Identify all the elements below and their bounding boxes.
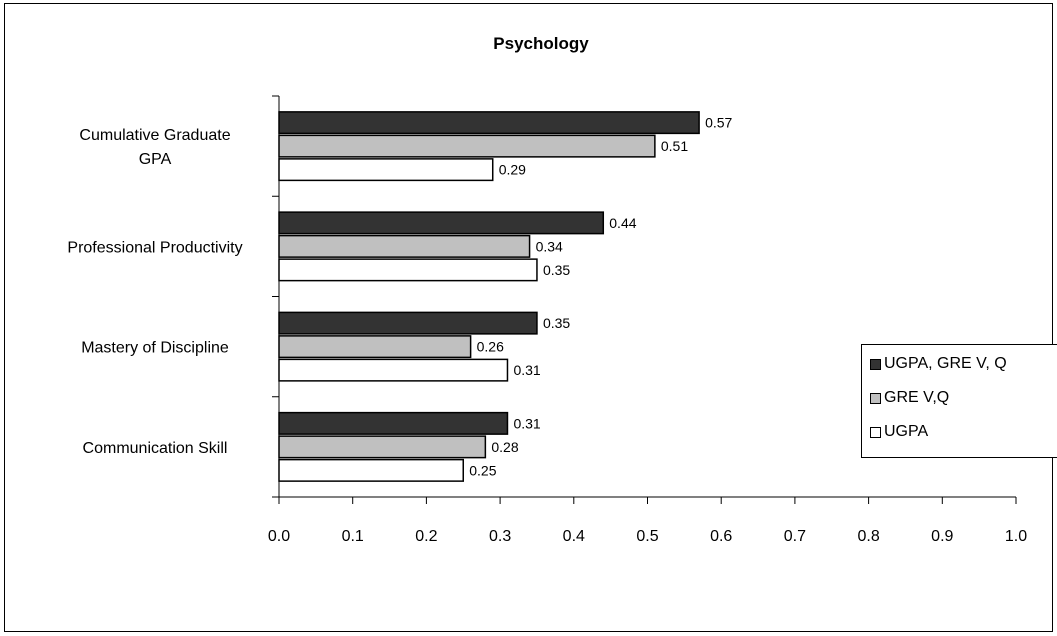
data-label: 0.57 <box>705 115 732 131</box>
bars <box>278 111 700 482</box>
legend-swatch <box>870 426 881 438</box>
data-label: 0.34 <box>536 238 563 254</box>
x-tick-label: 1.0 <box>1005 528 1027 545</box>
x-tick-label: 0.7 <box>784 528 806 545</box>
x-tick-label: 0.6 <box>710 528 732 545</box>
bar <box>278 211 605 235</box>
bar <box>278 411 509 435</box>
data-labels: 0.57 0.51 0.29 0.44 0.34 0.35 0.35 0.26 0.31 0.31… <box>469 115 732 479</box>
legend-label: GRE V,Q <box>884 389 950 406</box>
data-label: 0.44 <box>609 215 636 231</box>
x-tick-label: 0.2 <box>415 528 437 545</box>
bar <box>278 258 538 282</box>
bar <box>278 335 472 359</box>
data-label: 0.26 <box>477 339 504 355</box>
tick-labels: 0.0 0.1 0.2 0.3 0.4 0.5 0.6 0.7 0.8 0.9 1.0 <box>268 528 1027 545</box>
category-label: Professional Productivity <box>67 239 242 256</box>
data-label: 0.51 <box>661 138 688 154</box>
data-label: 0.28 <box>491 439 518 455</box>
data-label: 0.35 <box>543 262 570 278</box>
x-tick-label: 0.0 <box>268 528 290 545</box>
bar <box>278 458 464 482</box>
x-tick-label: 0.1 <box>342 528 364 545</box>
bar <box>278 358 509 382</box>
x-tick-label: 0.4 <box>563 528 585 545</box>
data-label: 0.25 <box>469 462 496 478</box>
x-tick-label: 0.3 <box>489 528 511 545</box>
x-tick-label: 0.8 <box>857 528 879 545</box>
x-tick-label: 0.9 <box>931 528 953 545</box>
category-labels: Cumulative Graduate GPA Professional Produ… <box>67 127 242 457</box>
bar <box>278 234 531 258</box>
data-label: 0.35 <box>543 315 570 331</box>
legend-item: GRE V,Q <box>870 389 949 407</box>
x-tick-label: 0.5 <box>636 528 658 545</box>
chart-title: Psychology <box>493 34 589 53</box>
bar <box>278 311 538 335</box>
legend-swatch <box>870 392 881 404</box>
category-label: Mastery of Discipline <box>81 340 229 357</box>
legend: UGPA, GRE V, Q GRE V,Q UGPA <box>861 344 1057 458</box>
legend-label: UGPA, GRE V, Q <box>884 355 1007 372</box>
legend-item: UGPA, GRE V, Q <box>870 355 1007 373</box>
legend-item: UGPA <box>870 423 928 441</box>
category-label: Communication Skill <box>83 440 228 457</box>
data-label: 0.31 <box>513 362 540 378</box>
bar <box>278 134 656 158</box>
category-label: GPA <box>139 151 172 168</box>
data-label: 0.29 <box>499 162 526 178</box>
bar <box>278 111 700 135</box>
legend-label: UGPA <box>884 423 929 440</box>
chart-frame <box>4 3 1053 632</box>
category-label: Cumulative Graduate <box>79 127 230 144</box>
bar <box>278 158 494 182</box>
bar <box>278 435 487 459</box>
legend-swatch <box>870 358 881 370</box>
data-label: 0.31 <box>513 415 540 431</box>
